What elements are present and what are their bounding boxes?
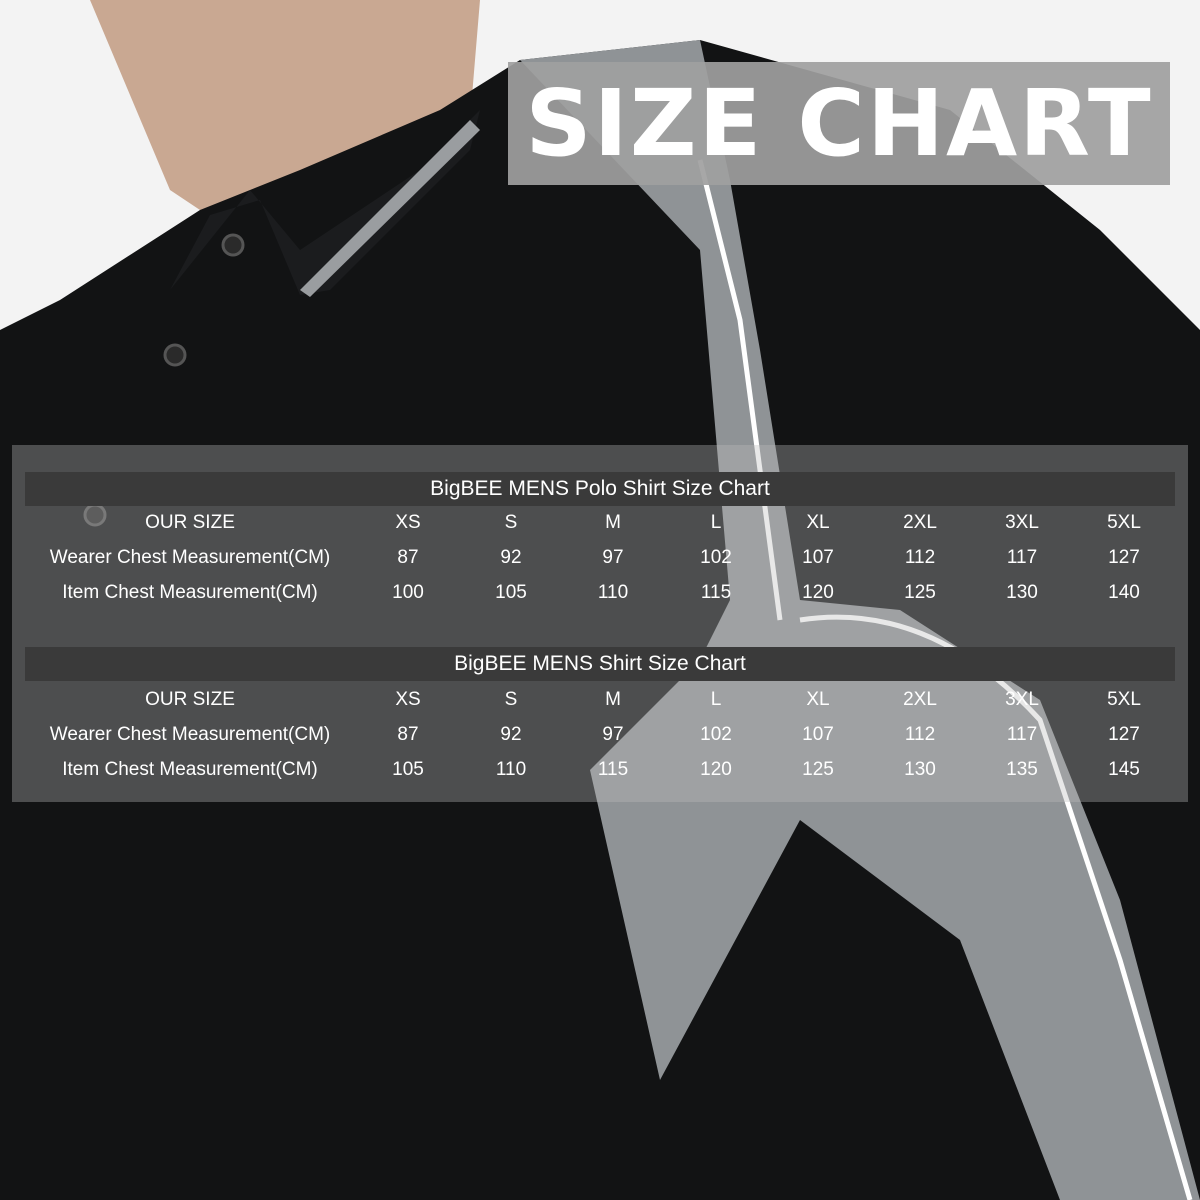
row-label: Wearer Chest Measurement(CM) xyxy=(49,547,331,568)
piping xyxy=(697,159,783,621)
cell: 2XL xyxy=(903,512,937,533)
cell: M xyxy=(605,689,621,710)
cell: 107 xyxy=(802,547,834,568)
shirt-body xyxy=(0,40,1200,1200)
cell: 115 xyxy=(700,582,732,603)
table-caption: BigBEE MENS Shirt Size Chart xyxy=(25,647,1175,681)
row-label: Item Chest Measurement(CM) xyxy=(62,759,318,780)
cell: XS xyxy=(395,689,421,710)
piping-2 xyxy=(799,614,1193,1200)
collar xyxy=(170,110,480,295)
cell: 3XL xyxy=(1005,689,1039,710)
cell: 102 xyxy=(700,547,732,568)
cell: 3XL xyxy=(1005,512,1039,533)
table-row: OUR SIZE XS S M L XL 2XL 3XL 5XL xyxy=(0,508,1200,538)
cell: 125 xyxy=(802,759,834,780)
cell: L xyxy=(710,689,722,710)
cell: 87 xyxy=(397,724,419,745)
cell: 120 xyxy=(700,759,732,780)
cell: XL xyxy=(806,512,830,533)
row-label: Wearer Chest Measurement(CM) xyxy=(49,724,331,745)
table-caption: BigBEE MENS Polo Shirt Size Chart xyxy=(25,472,1175,506)
cell: 127 xyxy=(1108,724,1140,745)
collar-stripe xyxy=(300,120,480,297)
cell: 110 xyxy=(495,759,527,780)
cell: 130 xyxy=(904,759,936,780)
cell: 87 xyxy=(397,547,419,568)
row-label: OUR SIZE xyxy=(145,512,235,533)
cell: 97 xyxy=(602,724,624,745)
cell: 97 xyxy=(602,547,624,568)
row-label: Item Chest Measurement(CM) xyxy=(62,582,318,603)
button-1 xyxy=(221,233,245,257)
cell: 117 xyxy=(1006,547,1038,568)
cell: 120 xyxy=(802,582,834,603)
cell: 100 xyxy=(392,582,424,603)
cell: 130 xyxy=(1006,582,1038,603)
cell: 105 xyxy=(392,759,424,780)
cell: XL xyxy=(806,689,830,710)
cell: 92 xyxy=(500,724,522,745)
cell: 2XL xyxy=(903,689,937,710)
table-row: Item Chest Measurement(CM) 105 110 115 1… xyxy=(0,755,1200,785)
cell: 115 xyxy=(597,759,629,780)
cell: 112 xyxy=(904,724,936,745)
row-label: OUR SIZE xyxy=(145,689,235,710)
cell: 105 xyxy=(495,582,527,603)
cell: 125 xyxy=(904,582,936,603)
cell: L xyxy=(710,512,722,533)
cell: 102 xyxy=(700,724,732,745)
cell: 117 xyxy=(1006,724,1038,745)
table-row: Item Chest Measurement(CM) 100 105 110 1… xyxy=(0,578,1200,608)
cell: 145 xyxy=(1108,759,1140,780)
cell: 5XL xyxy=(1107,689,1141,710)
cell: M xyxy=(605,512,621,533)
cell: 112 xyxy=(904,547,936,568)
button-2 xyxy=(163,343,187,367)
table-row: Wearer Chest Measurement(CM) 87 92 97 10… xyxy=(0,543,1200,573)
table-row: OUR SIZE XS S M L XL 2XL 3XL 5XL xyxy=(0,685,1200,715)
size-chart-title-box: SIZE CHART xyxy=(508,62,1170,185)
cell: 135 xyxy=(1006,759,1038,780)
cell: S xyxy=(504,689,518,710)
cell: 107 xyxy=(802,724,834,745)
cell: 140 xyxy=(1108,582,1140,603)
table-row: Wearer Chest Measurement(CM) 87 92 97 10… xyxy=(0,720,1200,750)
cell: 92 xyxy=(500,547,522,568)
cell: XS xyxy=(395,512,421,533)
size-chart-title: SIZE CHART xyxy=(525,70,1153,177)
cell: 127 xyxy=(1108,547,1140,568)
cell: 5XL xyxy=(1107,512,1141,533)
cell: 110 xyxy=(597,582,629,603)
cell: S xyxy=(504,512,518,533)
